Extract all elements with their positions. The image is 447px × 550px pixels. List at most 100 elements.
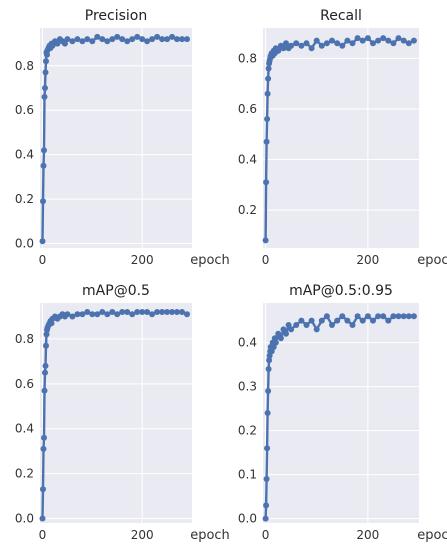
data-point-42 [169, 309, 176, 315]
data-point-33 [124, 38, 131, 45]
data-point-28 [99, 309, 106, 315]
y-tick-label-4: 0.8 [15, 59, 34, 73]
y-tick-label-2: 0.4 [15, 148, 34, 162]
data-point-39 [380, 35, 387, 42]
data-point-25 [308, 45, 315, 52]
data-point-20 [61, 40, 68, 47]
data-point-9 [44, 51, 50, 58]
y-tick-label-1: 0.4 [238, 152, 257, 166]
data-point-38 [149, 36, 156, 43]
data-point-32 [119, 36, 126, 43]
data-point-30 [334, 317, 341, 324]
data-point-26 [89, 311, 96, 318]
data-point-15 [272, 339, 279, 346]
y-tick-label-2: 0.2 [238, 424, 257, 438]
data-point-4 [264, 410, 271, 416]
data-point-24 [79, 311, 86, 318]
data-point-44 [179, 309, 185, 315]
data-point-41 [390, 40, 397, 47]
x-tick-label-1: 200 [356, 528, 379, 542]
chart-title: Recall [320, 8, 362, 24]
data-point-28 [99, 36, 106, 43]
data-point-38 [375, 37, 382, 44]
y-tick-label-1: 0.1 [238, 468, 257, 482]
plot-area [40, 303, 192, 523]
data-point-1 [40, 486, 46, 493]
data-point-30 [109, 309, 116, 315]
data-point-24 [303, 322, 310, 328]
data-point-34 [354, 35, 361, 42]
data-point-6 [42, 69, 49, 76]
data-point-19 [283, 40, 289, 47]
x-tick-label-0: 0 [39, 253, 47, 267]
data-point-45 [184, 36, 190, 43]
data-point-2 [40, 162, 47, 169]
chart-title: mAP@0.5:0.95 [289, 283, 393, 299]
data-point-43 [174, 309, 180, 315]
data-point-3 [264, 116, 271, 122]
data-point-26 [313, 37, 320, 44]
data-point-7 [266, 357, 273, 364]
data-point-33 [349, 322, 356, 328]
data-point-5 [265, 75, 272, 82]
data-point-15 [49, 42, 56, 49]
x-tick-label-1: 200 [131, 528, 154, 542]
data-point-36 [364, 35, 371, 42]
data-point-42 [169, 33, 176, 40]
x-tick-label-0: 0 [262, 528, 270, 542]
data-point-31 [114, 311, 121, 318]
data-point-24 [79, 38, 86, 45]
data-point-41 [390, 313, 397, 320]
data-point-2 [40, 445, 47, 452]
data-point-40 [159, 36, 166, 43]
data-point-31 [114, 33, 121, 40]
data-point-31 [339, 313, 346, 320]
data-point-19 [283, 330, 289, 337]
data-point-31 [339, 42, 346, 49]
data-point-27 [94, 311, 101, 318]
y-tick-label-2: 0.6 [238, 102, 257, 116]
data-point-43 [174, 36, 180, 43]
data-point-34 [129, 311, 136, 318]
data-point-7 [43, 58, 49, 65]
data-point-5 [42, 85, 48, 91]
y-tick-label-3: 0.6 [15, 103, 34, 117]
y-tick-label-0: 0.0 [238, 512, 257, 526]
x-tick-label-0: 0 [39, 528, 47, 542]
data-point-29 [104, 38, 111, 45]
data-point-25 [308, 317, 315, 324]
data-point-41 [164, 309, 171, 315]
data-point-33 [124, 309, 131, 315]
data-point-28 [323, 40, 330, 47]
data-point-23 [298, 317, 305, 324]
subplot-3: 0.0 0.2 0.4 0.6 0.8 0 200 epoch mAP@0.5 [15, 283, 230, 543]
y-tick-label-2: 0.4 [15, 422, 34, 436]
data-point-32 [344, 37, 351, 44]
data-point-39 [154, 309, 161, 315]
data-point-36 [364, 313, 371, 320]
data-point-40 [385, 37, 392, 44]
plot-area [263, 303, 419, 523]
data-point-7 [43, 342, 49, 349]
chart-title: mAP@0.5 [82, 283, 150, 299]
data-point-36 [139, 36, 146, 43]
x-axis-label: epoch [190, 253, 230, 268]
data-point-37 [144, 309, 151, 315]
plot-area [40, 28, 192, 248]
y-tick-label-0: 0.0 [15, 512, 34, 526]
data-point-1 [263, 502, 270, 509]
data-point-5 [265, 388, 272, 394]
data-point-6 [42, 362, 49, 369]
y-tick-label-3: 0.3 [238, 380, 257, 394]
y-tick-label-0: 0.0 [15, 237, 34, 251]
data-point-16 [275, 330, 282, 337]
data-point-21 [288, 42, 295, 49]
chart-title: Precision [85, 8, 147, 24]
data-point-0 [262, 515, 269, 522]
data-point-44 [179, 36, 185, 43]
data-point-25 [84, 309, 91, 315]
data-point-4 [41, 93, 48, 100]
data-point-45 [410, 313, 417, 320]
data-point-37 [370, 40, 376, 47]
